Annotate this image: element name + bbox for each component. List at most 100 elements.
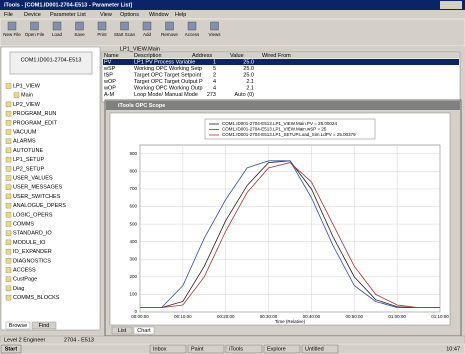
tree-item[interactable]: LP2_SETUP xyxy=(13,166,45,172)
table-cell[interactable]: 2 xyxy=(213,72,216,78)
tree-item[interactable]: Diag xyxy=(13,286,24,292)
menu-item[interactable]: Options xyxy=(120,12,139,18)
table-cell[interactable]: Target OPC Target Output P xyxy=(134,79,203,85)
table-cell[interactable]: 2.1 xyxy=(246,85,254,91)
toolbar-icon[interactable] xyxy=(187,21,197,31)
toolbar-label[interactable]: Start Scan xyxy=(114,32,136,37)
toolbar-icon[interactable] xyxy=(97,21,107,31)
toolbar-label[interactable]: Views xyxy=(209,32,222,37)
table-cell[interactable]: Loop Mode/ Manual Mode xyxy=(134,92,198,98)
tree-item[interactable]: IO_EXPANDER xyxy=(13,249,52,255)
menu-item[interactable]: File xyxy=(4,12,13,18)
table-cell[interactable]: 25.0 xyxy=(243,59,254,65)
toolbar-label[interactable]: Open File xyxy=(25,32,45,37)
toolbar-icon[interactable] xyxy=(7,21,17,31)
table-cell[interactable]: 25.0 xyxy=(243,72,254,78)
tree-item[interactable]: LP1_SETUP xyxy=(13,157,45,163)
toolbar-icon[interactable] xyxy=(52,21,62,31)
table-cell[interactable]: Target OPC Target Setpoint xyxy=(134,72,202,78)
toolbar-label[interactable]: Save xyxy=(74,32,85,37)
toolbar-icon[interactable] xyxy=(165,21,174,31)
table-cell[interactable]: PV xyxy=(104,59,112,65)
task-button[interactable] xyxy=(225,344,263,354)
toolbar-label[interactable]: Access xyxy=(185,32,200,37)
table-cell[interactable]: Working OPC Working Setp xyxy=(134,66,202,72)
task-label[interactable]: Inbox xyxy=(153,346,167,352)
scope-tab[interactable] xyxy=(133,326,155,335)
scope-tab-label[interactable]: Chart xyxy=(137,328,151,334)
tree-item[interactable]: AUTOTUNE xyxy=(13,148,43,154)
scope-tab[interactable] xyxy=(111,326,133,335)
tree-item[interactable]: PROGRAM_EDIT xyxy=(13,120,58,126)
toolbar-label[interactable]: Load xyxy=(52,32,63,37)
task-button[interactable] xyxy=(149,344,187,354)
table-cell[interactable]: tSP xyxy=(104,72,113,78)
tree-item[interactable]: LP1_VIEW xyxy=(13,83,41,89)
toolbar-icon[interactable] xyxy=(75,21,84,31)
panel-tab-label[interactable]: Find xyxy=(39,323,50,329)
panel-tab-label[interactable]: Browse xyxy=(9,323,27,329)
task-label[interactable]: iTools xyxy=(229,346,243,352)
table-cell[interactable]: wSP xyxy=(103,66,116,72)
table-cell[interactable]: 4 xyxy=(213,85,216,91)
tree-item[interactable]: VACUUM xyxy=(13,129,37,135)
table-cell[interactable]: 25.0 xyxy=(243,66,254,72)
task-label[interactable]: Paint xyxy=(191,346,204,352)
toolbar-icon[interactable] xyxy=(210,21,219,31)
task-button[interactable] xyxy=(301,344,339,354)
toolbar-label[interactable]: Remove xyxy=(161,32,178,37)
table-cell[interactable]: 1 xyxy=(213,59,216,65)
table-cell[interactable]: A-M xyxy=(104,92,115,98)
toolbar-icon[interactable] xyxy=(30,21,39,31)
tree-item[interactable]: PROGRAM_RUN xyxy=(13,111,56,117)
tree-item[interactable]: CustPage xyxy=(13,277,37,283)
tree-item[interactable]: USER_SWITCHES xyxy=(13,194,61,200)
scope-tab-label[interactable]: List xyxy=(118,328,127,334)
toolbar-label[interactable]: New File xyxy=(3,32,21,37)
table-cell[interactable]: LP1 PV Process Variable xyxy=(134,59,195,65)
tree-item[interactable]: LOGIC_OPERS xyxy=(13,212,53,218)
toolbar-label[interactable]: Print xyxy=(97,32,107,37)
window-controls[interactable] xyxy=(440,1,462,9)
table-cell[interactable]: Auto (0) xyxy=(234,92,254,98)
menu-item[interactable]: Help xyxy=(175,12,186,18)
panel-tab[interactable] xyxy=(31,321,57,330)
start-label[interactable]: Start xyxy=(5,346,18,352)
menu-item[interactable]: Parameter List xyxy=(50,12,86,18)
tree-item[interactable]: ANALOGUE_OPERS xyxy=(13,203,66,209)
tree-item[interactable]: USER_MESSAGES xyxy=(13,185,63,191)
table-cell[interactable]: 4 xyxy=(213,79,216,85)
tree-item[interactable]: DIAGNOSTICS xyxy=(13,258,51,264)
toolbar-label[interactable]: Add xyxy=(143,32,152,37)
device-box[interactable] xyxy=(9,51,93,75)
table-row-selected[interactable] xyxy=(103,59,459,65)
table-cell[interactable]: 5 xyxy=(213,66,216,72)
panel-tab[interactable] xyxy=(5,321,31,330)
tree-root[interactable]: COM1.ID001-2704-E513 xyxy=(21,57,82,63)
table-cell[interactable]: Working OPC Working Outp xyxy=(134,85,203,91)
table-cell[interactable]: 2.1 xyxy=(246,79,254,85)
menu-item[interactable]: View xyxy=(100,12,112,18)
table-cell[interactable]: wOP xyxy=(103,79,116,85)
start-button[interactable] xyxy=(0,344,22,354)
table-cell[interactable]: 273 xyxy=(207,92,216,98)
task-label[interactable]: Explore xyxy=(267,346,286,352)
tree-item[interactable]: LP2_VIEW xyxy=(13,102,41,108)
tree-item[interactable]: USER_VALUES xyxy=(13,175,53,181)
task-label[interactable]: Untitled xyxy=(305,346,324,352)
menu-item[interactable]: Device xyxy=(24,12,41,18)
tree-item[interactable]: MODULE_IO xyxy=(13,240,46,246)
table-cell[interactable]: wOP xyxy=(103,85,116,91)
task-button[interactable] xyxy=(263,344,301,354)
tree-item[interactable]: COMMS xyxy=(13,221,34,227)
tree-item[interactable]: ALARMS xyxy=(13,139,36,145)
toolbar-icon[interactable] xyxy=(142,21,152,31)
tree-item[interactable]: ACCESS xyxy=(13,267,36,273)
toolbar-icon[interactable] xyxy=(120,21,129,31)
task-button[interactable] xyxy=(187,344,225,354)
tree-icon xyxy=(5,83,12,89)
tree-item[interactable]: STANDARD_IO xyxy=(13,231,52,237)
tree-item[interactable]: Main xyxy=(21,93,33,99)
menu-item[interactable]: Window xyxy=(149,12,169,18)
tree-item[interactable]: COMMS_BLOCKS xyxy=(13,295,60,301)
